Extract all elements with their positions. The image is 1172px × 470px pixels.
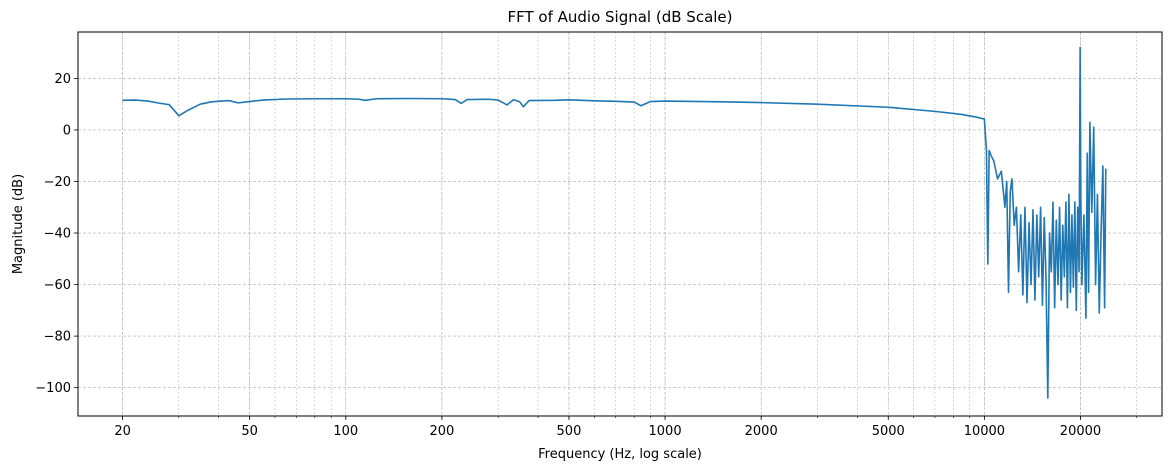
plot-area xyxy=(122,46,1107,399)
y-tick-label: 20 xyxy=(54,72,71,87)
x-tick-label: 200 xyxy=(429,424,454,439)
x-axis-title: Frequency (Hz, log scale) xyxy=(538,447,702,462)
y-axis: 20 0 −20 −40 −60 −80 −100 xyxy=(35,72,78,396)
series-line-0 xyxy=(122,46,1107,399)
x-axis: 20 50 100 200 500 1000 2000 5000 10000 20000 xyxy=(114,416,1138,439)
y-tick-label: −100 xyxy=(35,381,71,396)
axes-frame xyxy=(77,31,1163,417)
x-tick-label: 20000 xyxy=(1060,424,1101,439)
x-tick-label: 5000 xyxy=(872,424,905,439)
x-tick-label: 20 xyxy=(114,424,131,439)
x-tick-label: 100 xyxy=(333,424,358,439)
x-tick-label: 500 xyxy=(557,424,582,439)
major-grid xyxy=(78,32,1162,416)
chart-title: FFT of Audio Signal (dB Scale) xyxy=(507,8,732,26)
y-tick-label: 0 xyxy=(63,123,71,138)
x-tick-label: 1000 xyxy=(649,424,682,439)
y-axis-title: Magnitude (dB) xyxy=(11,174,26,274)
y-tick-label: −80 xyxy=(44,330,71,345)
x-tick-label: 50 xyxy=(241,424,258,439)
y-tick-label: −40 xyxy=(44,227,71,242)
x-tick-label: 2000 xyxy=(745,424,778,439)
y-tick-label: −60 xyxy=(44,278,71,293)
y-tick-label: −20 xyxy=(44,175,71,190)
x-tick-label: 10000 xyxy=(964,424,1005,439)
